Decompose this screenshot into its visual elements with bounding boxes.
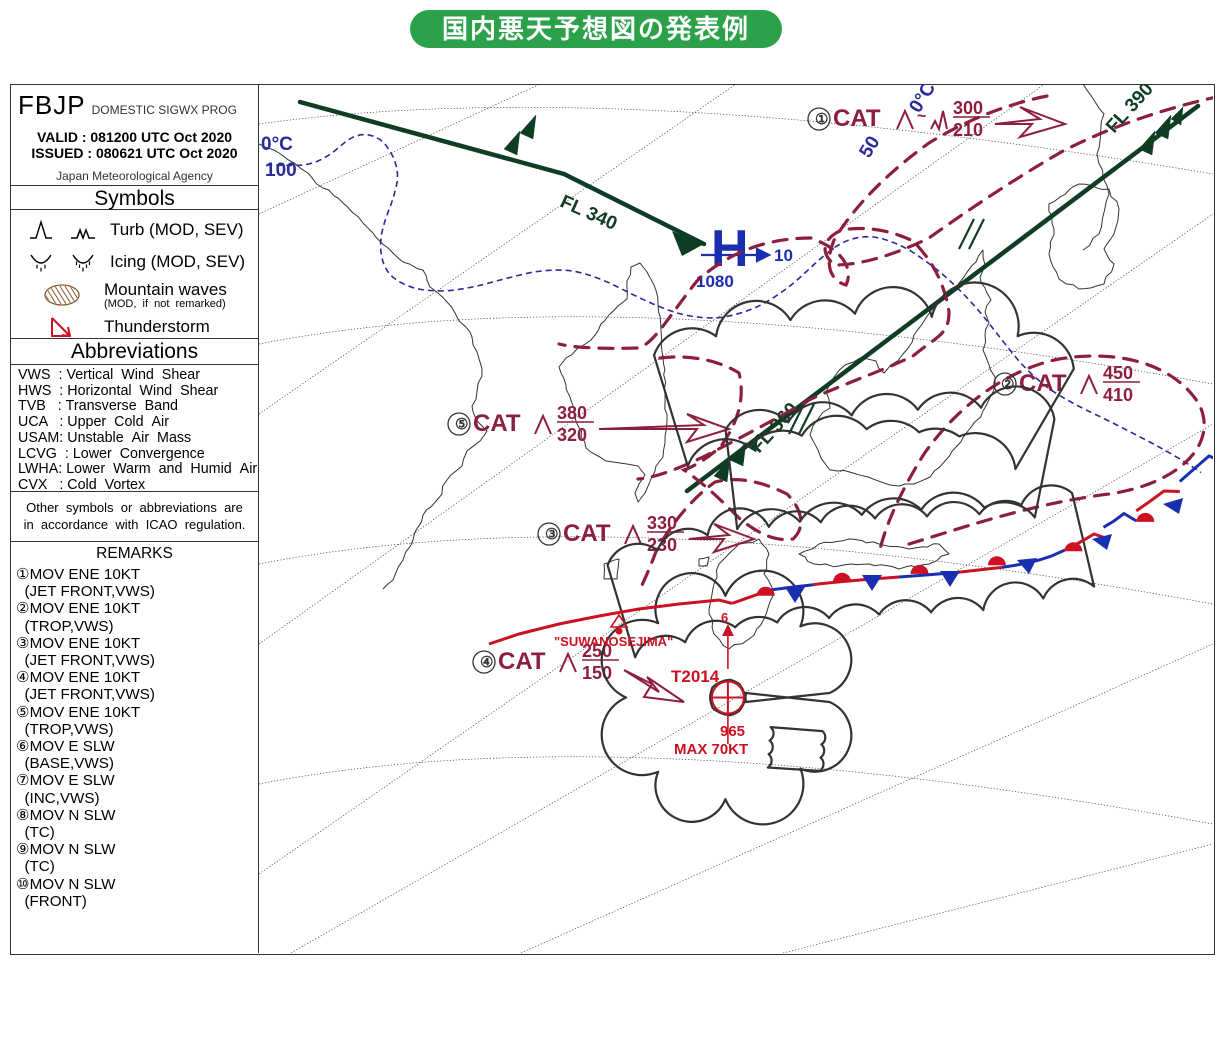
svg-text:330: 330 bbox=[647, 513, 677, 533]
svg-text:④: ④ bbox=[480, 654, 493, 671]
svg-text:100: 100 bbox=[265, 160, 297, 181]
svg-text:CAT: CAT bbox=[833, 105, 881, 132]
svg-text:380: 380 bbox=[557, 403, 587, 423]
svg-text:CAT: CAT bbox=[473, 410, 521, 437]
svg-text:⑤: ⑤ bbox=[455, 416, 468, 433]
svg-text:410: 410 bbox=[1103, 385, 1133, 405]
svg-text:210: 210 bbox=[953, 120, 983, 140]
svg-text:~: ~ bbox=[917, 108, 926, 125]
svg-text:FL 390: FL 390 bbox=[1102, 84, 1158, 137]
svg-text:450: 450 bbox=[1103, 363, 1133, 383]
svg-text:6: 6 bbox=[721, 610, 728, 625]
svg-text:①: ① bbox=[815, 111, 828, 128]
svg-text:965: 965 bbox=[720, 723, 745, 740]
svg-text:CAT: CAT bbox=[563, 520, 611, 547]
svg-text:1080: 1080 bbox=[696, 272, 734, 291]
svg-text:③: ③ bbox=[545, 526, 558, 543]
svg-text:CAT: CAT bbox=[498, 648, 546, 675]
svg-text:50: 50 bbox=[855, 133, 884, 162]
svg-text:300: 300 bbox=[953, 98, 983, 118]
svg-text:H: H bbox=[711, 220, 749, 278]
svg-text:"SUWANOSEJIMA": "SUWANOSEJIMA" bbox=[554, 634, 673, 649]
svg-text:T2014: T2014 bbox=[671, 667, 720, 686]
svg-text:0°C: 0°C bbox=[261, 134, 293, 155]
svg-text:10: 10 bbox=[774, 246, 793, 265]
svg-text:MAX 70KT: MAX 70KT bbox=[674, 741, 748, 758]
svg-text:320: 320 bbox=[557, 425, 587, 445]
